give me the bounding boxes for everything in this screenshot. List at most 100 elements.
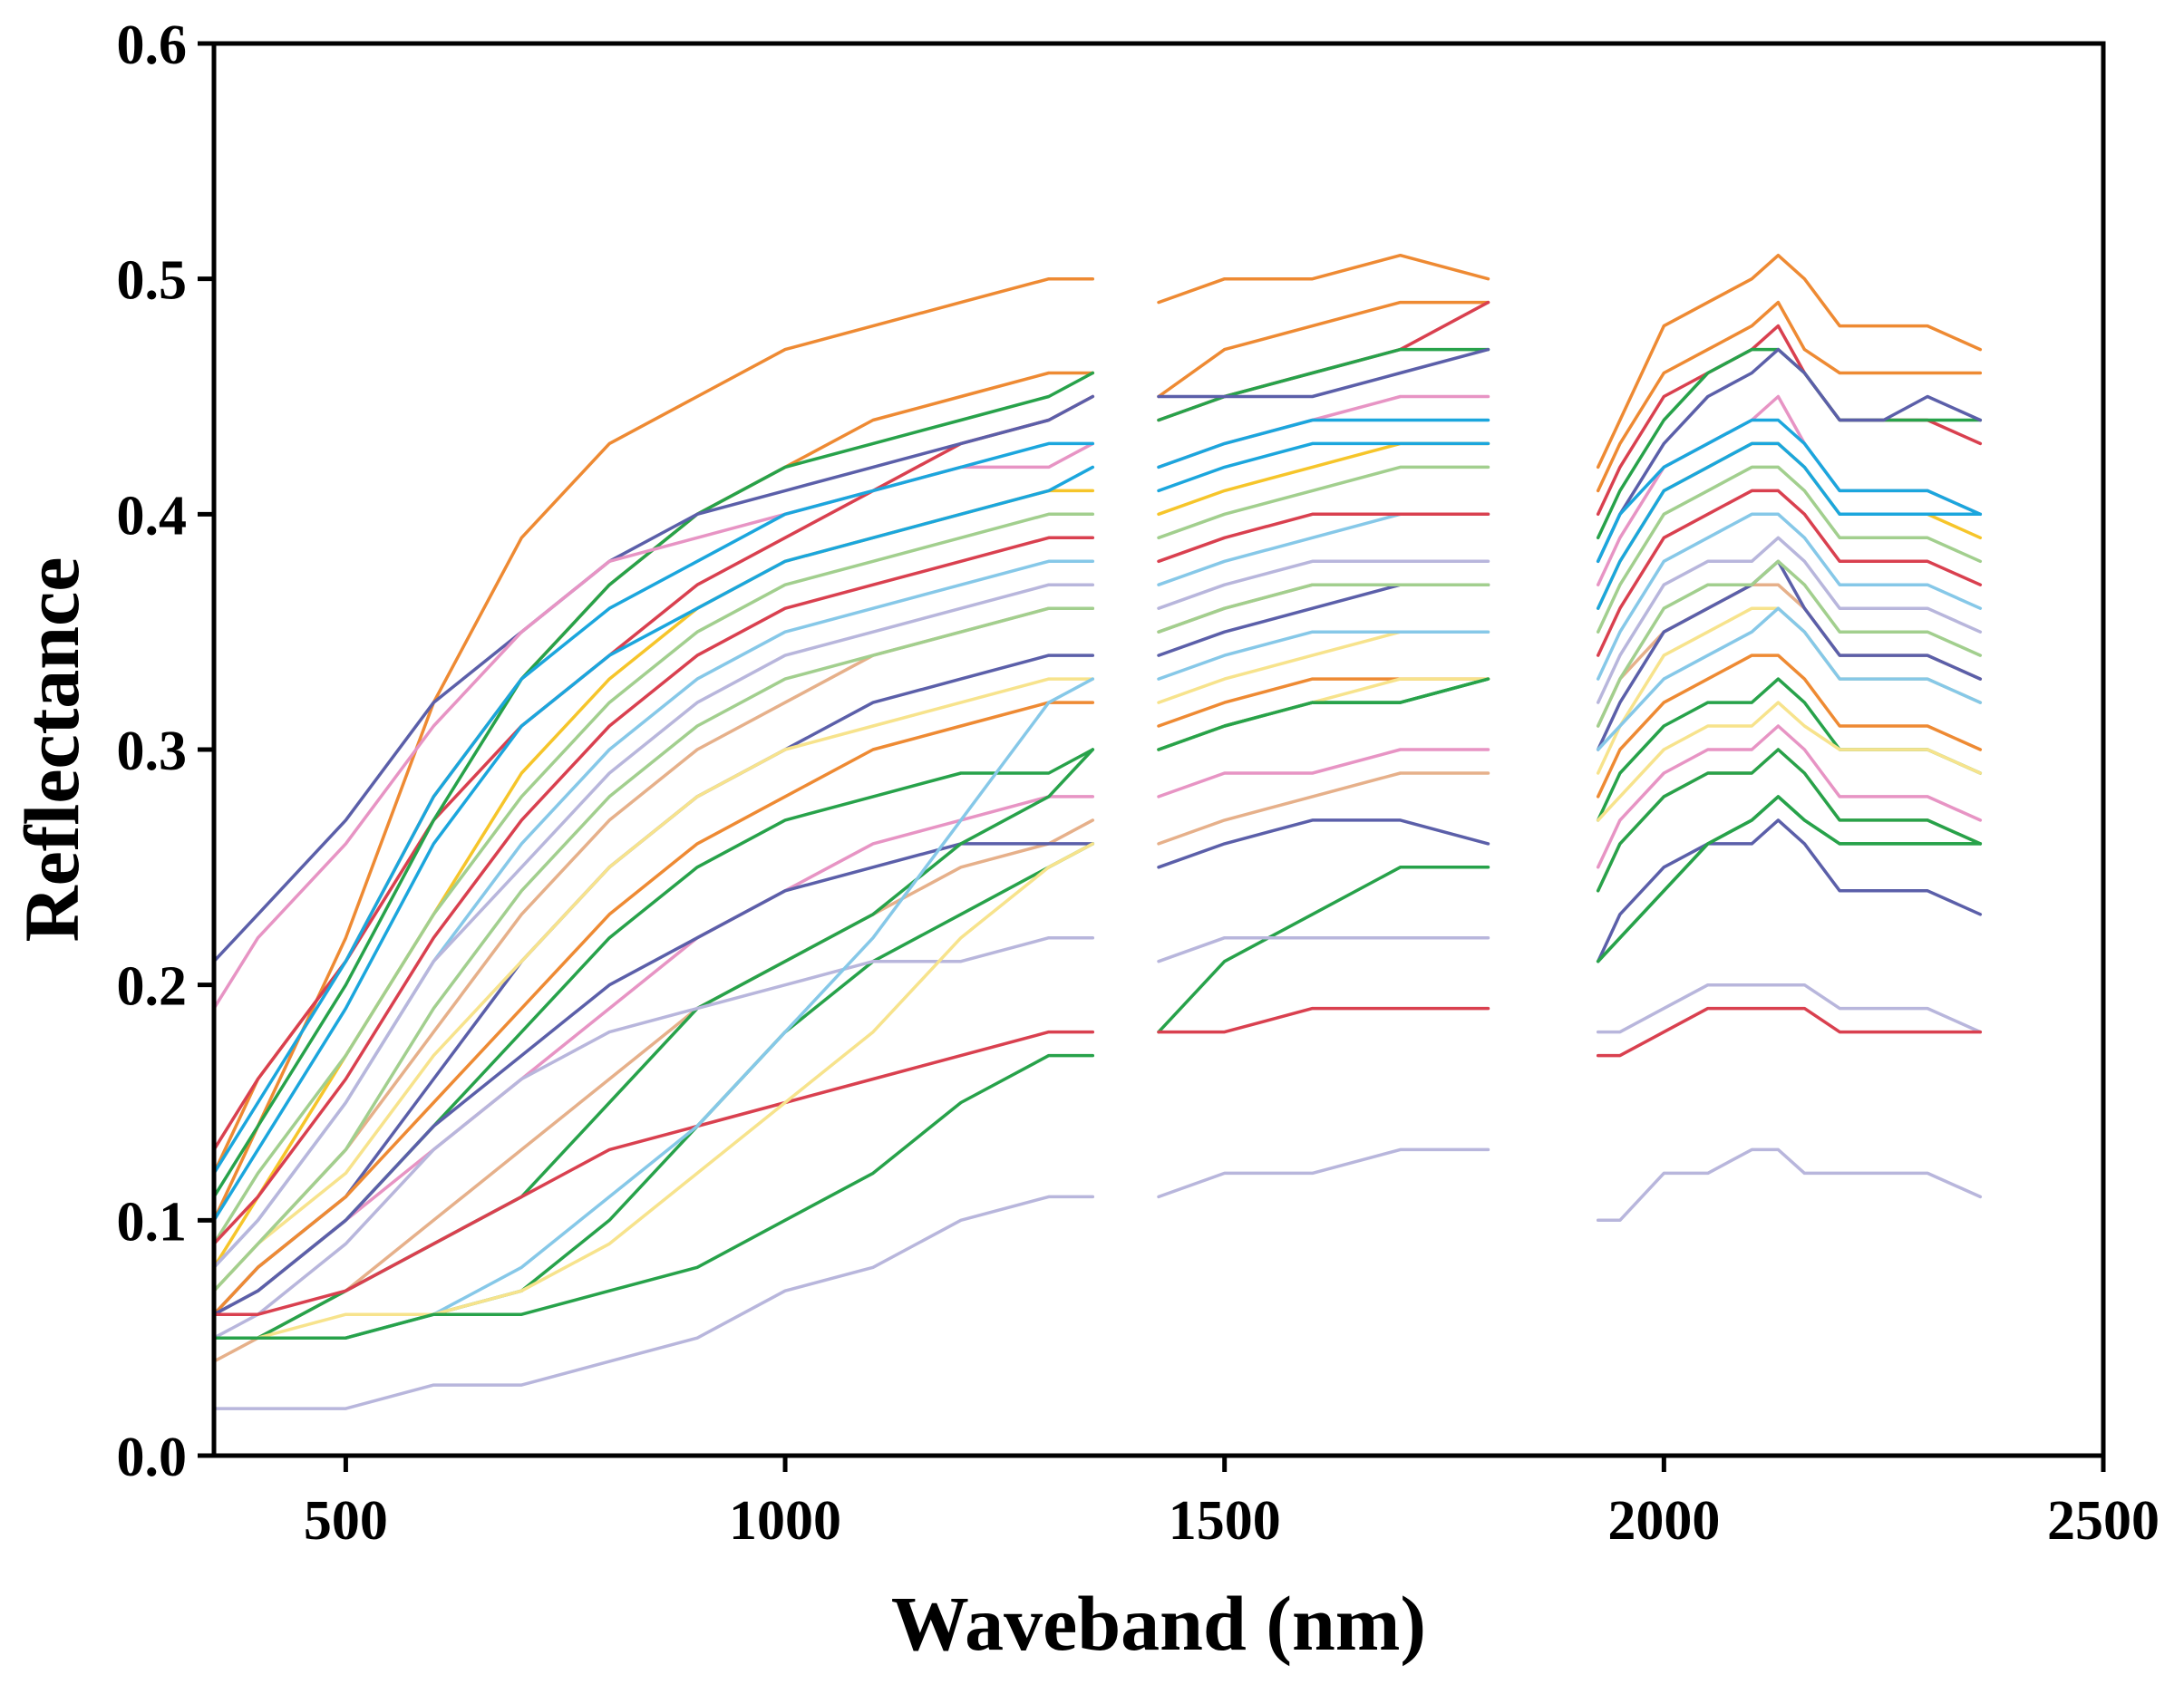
y-tick-label: 0.3 [117,721,188,782]
series-line-sample-24-seg3 [1596,606,1983,751]
series-line-sample-26-seg1 [212,1053,1095,1340]
series-line-sample-25-seg1 [212,842,1095,1340]
series-line-sample-16-seg1 [212,748,1095,1316]
series-sample-11 [212,536,1983,1270]
series-line-sample-28-seg1 [212,465,1095,1223]
series-sample-23 [212,1006,1983,1316]
series-line-sample-05-seg3 [1596,347,1983,564]
y-axis: 0.0 0.1 0.2 0.3 0.4 0.5 0.6 [117,15,214,1488]
series-line-sample-05-seg2 [1157,347,1490,399]
series-sample-27 [212,1147,1983,1410]
series-sample-22 [212,935,1983,1340]
series-line-sample-17-seg2 [1157,748,1490,799]
x-tick-label: 500 [304,1490,388,1552]
series-line-sample-23-seg2 [1157,1006,1490,1034]
x-axis-title: Waveband (nm) [891,1580,1426,1667]
series-line-sample-25-seg3 [1596,701,1983,822]
series-line-sample-29-seg1 [212,606,1095,1292]
series-sample-01 [212,253,1983,1223]
series-sample-07 [212,418,1983,1176]
series-line-sample-22-seg3 [1596,983,1983,1034]
series-line-sample-21-seg3 [1596,795,1983,963]
series-sample-19 [212,818,1983,1316]
series-line-sample-24-seg2 [1157,630,1490,681]
series-line-sample-27-seg1 [212,1195,1095,1410]
series-line-sample-16-seg2 [1157,677,1490,751]
series-line-sample-10-seg2 [1157,512,1490,586]
series-line-sample-07-seg1 [212,441,1095,1176]
series-line-sample-27-seg3 [1596,1147,1983,1223]
series-line-sample-12-seg1 [212,606,1095,1292]
series-line-sample-14-seg1 [212,677,1095,1292]
series-line-sample-13-seg2 [1157,583,1490,657]
series-line-sample-30-seg1 [212,536,1095,1246]
x-tick-label: 2000 [1607,1490,1720,1552]
series-layer [212,253,1983,1410]
series-line-sample-18-seg2 [1157,771,1490,846]
series-line-sample-01-seg3 [1596,253,1983,469]
y-tick-label: 0.5 [117,250,188,312]
series-line-sample-29-seg2 [1157,583,1490,634]
series-line-sample-19-seg2 [1157,818,1490,869]
series-line-sample-09-seg1 [212,512,1095,1246]
series-line-sample-29-seg3 [1596,559,1983,728]
series-line-sample-07-seg2 [1157,418,1490,469]
series-line-sample-22-seg2 [1157,935,1490,963]
series-line-sample-04-seg3 [1596,347,1983,540]
series-line-sample-19-seg3 [1596,818,1983,963]
series-line-sample-22-seg1 [212,935,1095,1340]
y-axis-title: Reflectance [8,557,95,943]
y-tick-label: 0.1 [117,1191,188,1253]
series-sample-30 [212,489,1983,1246]
series-line-sample-09-seg2 [1157,465,1490,540]
series-line-sample-09-seg3 [1596,465,1983,634]
series-line-sample-07-seg3 [1596,418,1983,564]
series-line-sample-01-seg2 [1157,253,1490,305]
series-line-sample-25-seg2 [1157,677,1490,751]
series-line-sample-28-seg3 [1596,441,1983,610]
y-tick-label: 0.4 [117,485,188,547]
series-line-sample-19-seg1 [212,842,1095,1316]
series-line-sample-02-seg3 [1596,300,1983,493]
x-tick-label: 2500 [2047,1490,2160,1552]
y-tick-label: 0.6 [117,15,188,76]
x-tick-label: 1000 [729,1490,841,1552]
series-line-sample-06-seg1 [212,441,1095,1011]
series-sample-29 [212,559,1983,1292]
series-line-sample-02-seg2 [1157,300,1490,399]
series-line-sample-06-seg2 [1157,394,1490,469]
x-axis: 500 1000 1500 2000 2500 [304,1456,2160,1552]
series-line-sample-11-seg1 [212,583,1095,1270]
series-line-sample-27-seg2 [1157,1147,1490,1199]
series-line-sample-23-seg1 [212,1030,1095,1316]
series-line-sample-11-seg3 [1596,536,1983,704]
series-line-sample-04-seg2 [1157,347,1490,422]
series-line-sample-20-seg2 [1157,677,1490,751]
series-line-sample-08-seg2 [1157,441,1490,517]
series-line-sample-13-seg3 [1596,559,1983,751]
series-line-sample-01-seg1 [212,276,1095,1223]
series-line-sample-11-seg2 [1157,559,1490,610]
y-tick-label: 0.0 [117,1427,188,1488]
x-tick-label: 1500 [1169,1490,1281,1552]
series-sample-26 [212,677,1983,1340]
series-line-sample-15-seg1 [212,701,1095,1316]
series-sample-09 [212,465,1983,1246]
series-sample-05 [212,347,1983,963]
series-line-sample-20-seg1 [212,748,1095,1340]
series-sample-28 [212,441,1983,1223]
series-line-sample-23-seg3 [1596,1006,1983,1058]
series-line-sample-10-seg3 [1596,512,1983,681]
series-line-sample-26-seg2 [1157,677,1490,751]
series-line-sample-28-seg2 [1157,441,1490,493]
series-line-sample-21-seg2 [1157,866,1490,1034]
y-tick-label: 0.2 [117,956,188,1018]
series-line-sample-15-seg3 [1596,653,1983,799]
series-line-sample-17-seg3 [1596,724,1983,869]
series-line-sample-21-seg1 [212,842,1095,1340]
series-line-sample-30-seg3 [1596,489,1983,657]
series-line-sample-26-seg3 [1596,748,1983,893]
series-line-sample-05-seg1 [212,394,1095,963]
